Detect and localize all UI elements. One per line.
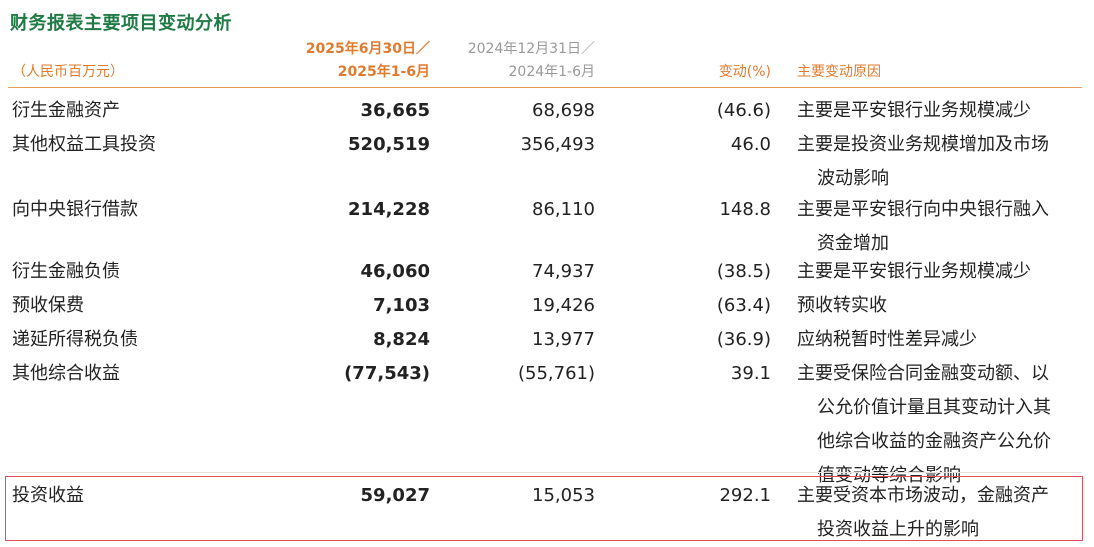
change-reason: 主要是平安银行业务规模减少: [797, 94, 1082, 128]
previous-value: 15,053: [532, 485, 595, 506]
current-value: 7,103: [373, 295, 430, 316]
header-rule: [8, 87, 1082, 88]
change-percent: (46.6): [716, 100, 771, 121]
highlight-box: [5, 476, 1083, 541]
reason-line: 资金增加: [817, 233, 889, 254]
reason-line: 主要受资本市场波动，金融资产: [797, 485, 1049, 506]
current-period-header-line2: 2025年1-6月: [337, 64, 430, 80]
change-percent: (38.5): [716, 261, 771, 282]
item-label: 向中央银行借款: [12, 199, 138, 220]
item-label: 其他综合收益: [12, 363, 120, 384]
change-percent: 148.8: [719, 199, 771, 220]
previous-value: 86,110: [532, 199, 595, 220]
change-reason: 主要是平安银行向中央银行融入资金增加: [797, 193, 1082, 261]
item-label: 其他权益工具投资: [12, 134, 156, 155]
previous-value: 19,426: [532, 295, 595, 316]
reason-line: 主要是平安银行业务规模减少: [797, 261, 1031, 282]
current-period-header-line1: 2025年6月30日／: [305, 41, 430, 57]
reason-line: 公允价值计量且其变动计入其: [817, 397, 1051, 418]
reason-line: 他综合收益的金融资产公允价: [817, 431, 1051, 452]
item-label: 衍生金融负债: [12, 261, 120, 282]
row-separator: [8, 472, 1082, 473]
item-label: 预收保费: [12, 295, 84, 316]
current-value: 8,824: [373, 329, 430, 350]
reason-line: 主要受保险合同金融变动额、以: [797, 363, 1049, 384]
change-percent: 39.1: [730, 363, 771, 384]
section-title: 财务报表主要项目变动分析: [10, 13, 232, 34]
change-percent: 46.0: [730, 134, 771, 155]
item-label: 投资收益: [12, 485, 84, 506]
change-reason: 应纳税暂时性差异减少: [797, 323, 1082, 357]
previous-value: (55,761): [517, 363, 595, 384]
unit-label: （人民币百万元）: [12, 64, 124, 80]
item-label: 递延所得税负债: [12, 329, 138, 350]
change-reason: 主要受资本市场波动，金融资产投资收益上升的影响: [797, 479, 1082, 547]
reason-line: 值变动等综合影响: [817, 465, 961, 486]
change-reason: 预收转实收: [797, 289, 1082, 323]
reason-line: 预收转实收: [797, 295, 887, 316]
reason-line: 波动影响: [817, 168, 889, 189]
item-label: 衍生金融资产: [12, 100, 120, 121]
current-value: (77,543): [344, 363, 430, 384]
reason-line: 主要是平安银行向中央银行融入: [797, 199, 1049, 220]
change-percent: (63.4): [716, 295, 771, 316]
current-value: 46,060: [360, 261, 430, 282]
reason-header: 主要变动原因: [797, 64, 881, 80]
reason-line: 应纳税暂时性差异减少: [797, 329, 977, 350]
change-header: 变动(%): [718, 64, 771, 80]
current-value: 59,027: [360, 485, 430, 506]
previous-period-header-line1: 2024年12月31日／: [467, 41, 595, 57]
reason-line: 主要是投资业务规模增加及市场: [797, 134, 1049, 155]
current-value: 520,519: [348, 134, 430, 155]
change-percent: (36.9): [716, 329, 771, 350]
previous-value: 68,698: [532, 100, 595, 121]
previous-value: 13,977: [532, 329, 595, 350]
reason-line: 投资收益上升的影响: [817, 519, 979, 540]
current-value: 214,228: [348, 199, 430, 220]
change-reason: 主要受保险合同金融变动额、以公允价值计量且其变动计入其 他综合收益的金融资产公允价…: [797, 357, 1082, 493]
current-value: 36,665: [360, 100, 430, 121]
previous-value: 356,493: [520, 134, 595, 155]
change-reason: 主要是投资业务规模增加及市场波动影响: [797, 128, 1082, 196]
previous-period-header-line2: 2024年1-6月: [508, 64, 596, 80]
change-percent: 292.1: [719, 485, 771, 506]
change-reason: 主要是平安银行业务规模减少: [797, 255, 1082, 289]
reason-line: 主要是平安银行业务规模减少: [797, 100, 1031, 121]
previous-value: 74,937: [532, 261, 595, 282]
